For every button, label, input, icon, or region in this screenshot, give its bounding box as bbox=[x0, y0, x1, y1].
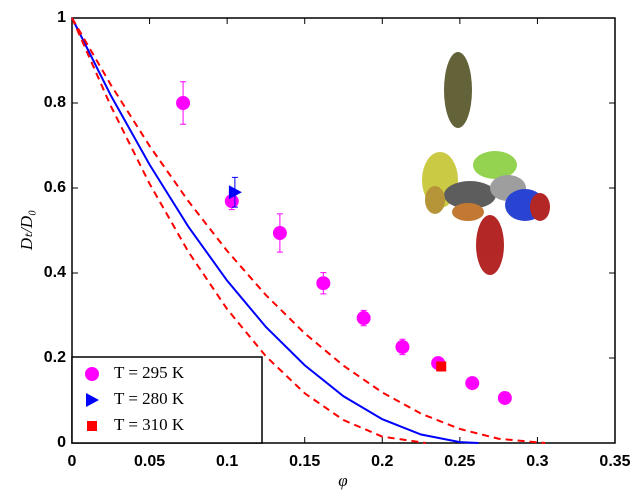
marker bbox=[497, 390, 512, 405]
x-tick-label: 0.35 bbox=[599, 453, 630, 470]
x-axis-label: φ bbox=[338, 471, 347, 490]
marker bbox=[87, 421, 97, 431]
marker bbox=[272, 226, 287, 241]
curve bbox=[71, 17, 426, 444]
marker bbox=[436, 361, 447, 372]
y-tick-label: 0.2 bbox=[44, 349, 66, 366]
marker bbox=[176, 96, 191, 110]
y-tick-label: 1 bbox=[57, 9, 66, 26]
y-axis-label: Dₜ/D₀ bbox=[17, 210, 36, 251]
plot-frame bbox=[71, 17, 616, 444]
legend-label: T = 295 K bbox=[114, 363, 185, 382]
curve bbox=[71, 17, 479, 444]
x-tick-label: 0.1 bbox=[216, 453, 238, 470]
y-tick-label: 0 bbox=[57, 434, 66, 451]
marker bbox=[316, 276, 331, 291]
x-tick-label: 0.2 bbox=[371, 453, 393, 470]
marker bbox=[85, 367, 99, 381]
y-tick-label: 0.6 bbox=[44, 179, 66, 196]
marker bbox=[228, 185, 242, 200]
x-tick-label: 0.05 bbox=[134, 453, 165, 470]
curve bbox=[71, 17, 546, 444]
marker bbox=[356, 311, 371, 326]
x-tick-label: 0.15 bbox=[289, 453, 320, 470]
legend-label: T = 310 K bbox=[114, 415, 185, 434]
protein-illustration bbox=[422, 52, 550, 275]
legend-box bbox=[71, 356, 263, 444]
marker bbox=[465, 376, 480, 391]
x-tick-label: 0.25 bbox=[444, 453, 475, 470]
x-tick-label: 0 bbox=[68, 453, 77, 470]
y-tick-label: 0.8 bbox=[44, 94, 66, 111]
x-tick-label: 0.3 bbox=[526, 453, 548, 470]
legend-label: T = 280 K bbox=[114, 389, 185, 408]
marker bbox=[86, 393, 99, 407]
y-tick-label: 0.4 bbox=[44, 264, 66, 281]
marker bbox=[395, 339, 410, 354]
